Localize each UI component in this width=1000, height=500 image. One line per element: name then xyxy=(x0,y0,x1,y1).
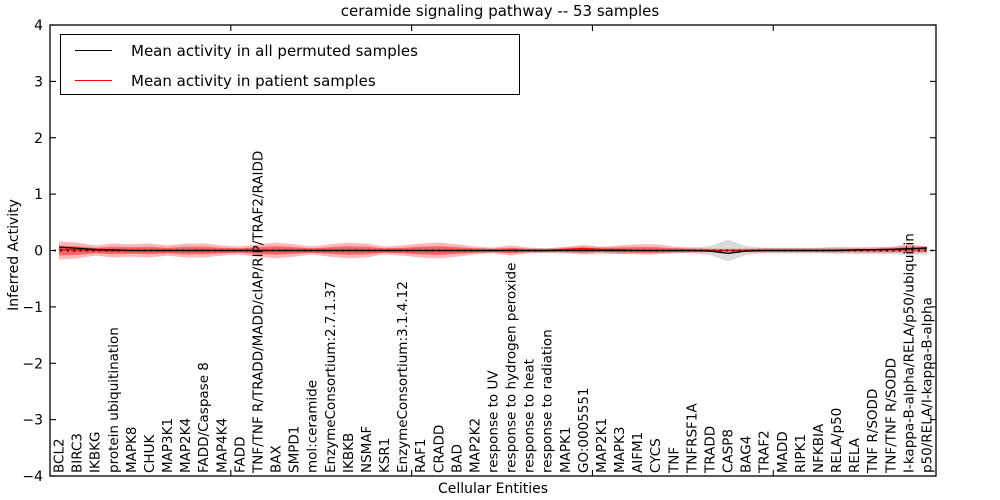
x-category-label: TNF/TNF R/SODD xyxy=(883,358,899,474)
x-category-label: TRADD xyxy=(702,426,718,474)
x-category-label: SMPD1 xyxy=(287,426,303,473)
x-category-label: TNF/TNF R/TRADD/MADD/cIAP/RIP/TRAF2/RAID… xyxy=(250,151,266,474)
x-category-label: AIFM1 xyxy=(630,432,646,473)
x-category-label: TNF xyxy=(666,447,682,474)
y-tick-label: 3 xyxy=(34,74,43,90)
legend-item-permuted: Mean activity in all permuted samples xyxy=(61,36,519,65)
x-category-label: FADD/Caspase 8 xyxy=(196,362,212,473)
x-category-label: mol:ceramide xyxy=(305,380,321,473)
chart-title: ceramide signaling pathway -- 53 samples xyxy=(340,2,660,20)
x-category-label: IKBKB xyxy=(341,433,357,473)
x-category-label: CRADD xyxy=(431,425,447,473)
x-category-label: MAP2K1 xyxy=(594,418,610,473)
x-category-label: response to radiation xyxy=(540,329,556,473)
x-category-label: RELA xyxy=(847,437,863,473)
y-axis-label: Inferred Activity xyxy=(6,199,22,311)
legend-item-patient: Mean activity in patient samples xyxy=(61,66,519,95)
x-category-label: BCL2 xyxy=(52,438,68,473)
y-tick-label: −1 xyxy=(22,300,43,316)
x-category-label: BAX xyxy=(269,445,285,473)
x-category-label: FADD xyxy=(232,436,248,473)
x-category-label: MAP4K4 xyxy=(214,418,230,473)
x-category-label: response to hydrogen peroxide xyxy=(504,263,520,473)
legend-label-permuted: Mean activity in all permuted samples xyxy=(131,41,418,60)
permuted-mean-line xyxy=(59,246,927,254)
x-category-label: CASP8 xyxy=(721,429,737,473)
legend-swatch-permuted-line xyxy=(75,50,112,51)
x-category-label: RELA/p50 xyxy=(829,408,845,473)
y-tick-label: −2 xyxy=(22,356,43,372)
y-tick-label: 1 xyxy=(34,187,43,203)
x-category-label: NSMAF xyxy=(359,426,375,473)
x-category-label: MAPK3 xyxy=(612,427,628,473)
x-axis-label: Cellular Entities xyxy=(437,481,549,497)
x-category-label: response to UV xyxy=(486,370,502,473)
x-category-label: MAP3K1 xyxy=(160,418,176,473)
x-category-label: response to heat xyxy=(522,359,538,473)
y-tick-label: −4 xyxy=(22,469,43,485)
x-category-label: BIRC3 xyxy=(70,433,86,473)
x-category-label: TNF R/SODD xyxy=(865,389,881,474)
x-category-label: MAP2K2 xyxy=(467,418,483,473)
legend-swatch-patient-line xyxy=(75,80,112,81)
x-category-label: MAP2K4 xyxy=(178,418,194,473)
y-tick-label: −3 xyxy=(22,413,43,429)
x-category-label: CHUK xyxy=(142,434,158,473)
x-category-label: TNFRSF1A xyxy=(684,403,700,474)
y-tick-label: 2 xyxy=(34,131,43,147)
x-category-label: TRAF2 xyxy=(757,430,773,474)
y-tick-label: 4 xyxy=(34,18,43,34)
x-category-label: EnzymeConsortium:2.7.1.37 xyxy=(323,281,339,473)
y-tick-label: 0 xyxy=(34,244,43,260)
x-category-label: protein ubiquitination xyxy=(106,327,122,473)
x-category-label: BAG4 xyxy=(739,436,755,473)
x-category-label: I-kappa-B-alpha/RELA/p50/ubiquitin xyxy=(901,233,917,473)
x-category-label: RIPK1 xyxy=(793,434,809,473)
x-category-label: EnzymeConsortium:3.1.4.12 xyxy=(395,281,411,473)
x-category-label: KSR1 xyxy=(377,438,393,473)
x-category-label: IKBKG xyxy=(88,432,104,473)
x-category-label: MADD xyxy=(775,431,791,473)
x-category-label: BAD xyxy=(449,444,465,473)
x-category-label: RAF1 xyxy=(413,439,429,473)
x-category-label: NFKBIA xyxy=(811,423,827,473)
x-category-label: CYCS xyxy=(648,438,664,473)
x-category-label: MAPK8 xyxy=(124,427,140,473)
x-category-label: GO:0005551 xyxy=(576,387,592,473)
legend-label-patient: Mean activity in patient samples xyxy=(131,71,376,90)
x-category-label: MAPK1 xyxy=(558,427,574,473)
x-category-label: p50/RELA/I-kappa-B-alpha xyxy=(919,297,935,473)
legend-box: Mean activity in all permuted samples Me… xyxy=(60,34,520,95)
